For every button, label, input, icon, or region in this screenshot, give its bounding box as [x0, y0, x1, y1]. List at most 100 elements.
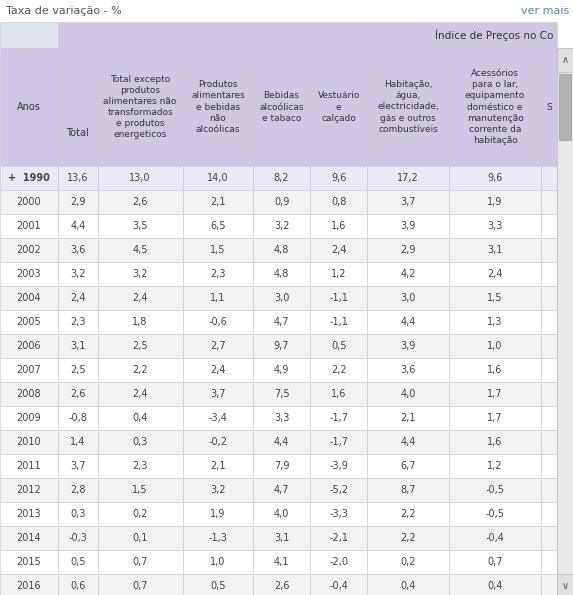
Text: -0,5: -0,5 — [485, 509, 505, 519]
Bar — [0, 22, 58, 48]
Bar — [0, 550, 58, 574]
Bar — [367, 478, 449, 502]
Text: 4,1: 4,1 — [274, 557, 289, 567]
Text: 3,9: 3,9 — [401, 341, 416, 351]
Bar — [58, 574, 97, 595]
Text: 2,4: 2,4 — [210, 365, 226, 375]
Text: 0,7: 0,7 — [132, 581, 148, 591]
Text: S: S — [546, 102, 552, 111]
Text: 0,7: 0,7 — [132, 557, 148, 567]
Text: 9,6: 9,6 — [488, 173, 503, 183]
Text: 4,7: 4,7 — [274, 317, 289, 327]
Bar — [449, 406, 541, 430]
Bar — [541, 406, 557, 430]
Bar — [0, 262, 58, 286]
Text: 1,6: 1,6 — [331, 221, 346, 231]
Text: 2011: 2011 — [17, 461, 41, 471]
Text: 3,1: 3,1 — [274, 533, 289, 543]
Text: 0,5: 0,5 — [331, 341, 347, 351]
Bar — [557, 574, 573, 595]
Text: Total excepto
produtos
alimentares não
transformados
e produtos
energeticos: Total excepto produtos alimentares não t… — [104, 75, 177, 139]
Bar — [183, 238, 253, 262]
Bar — [367, 382, 449, 406]
Bar — [449, 166, 541, 190]
Bar — [253, 430, 310, 454]
Bar — [449, 454, 541, 478]
Bar — [310, 406, 367, 430]
Text: 2,5: 2,5 — [70, 365, 85, 375]
Text: 3,9: 3,9 — [401, 221, 416, 231]
Text: 1,2: 1,2 — [487, 461, 503, 471]
Text: -5,2: -5,2 — [329, 485, 348, 495]
Bar — [541, 574, 557, 595]
Bar — [310, 334, 367, 358]
Text: 4,8: 4,8 — [274, 269, 289, 279]
Text: 0,4: 0,4 — [401, 581, 416, 591]
Bar — [183, 430, 253, 454]
Bar — [449, 238, 541, 262]
Text: 3,2: 3,2 — [132, 269, 148, 279]
Text: 1,5: 1,5 — [487, 293, 503, 303]
Bar — [58, 262, 97, 286]
Bar — [310, 382, 367, 406]
Text: 1,5: 1,5 — [132, 485, 148, 495]
Bar — [58, 478, 97, 502]
Bar — [58, 238, 97, 262]
Bar — [58, 550, 97, 574]
Text: 3,7: 3,7 — [401, 197, 416, 207]
Text: 13,6: 13,6 — [67, 173, 88, 183]
Bar — [541, 550, 557, 574]
Bar — [253, 190, 310, 214]
Bar — [0, 358, 58, 382]
Bar — [97, 406, 183, 430]
Text: 3,0: 3,0 — [274, 293, 289, 303]
Bar — [541, 48, 557, 166]
Bar — [253, 526, 310, 550]
Bar — [449, 334, 541, 358]
Bar — [253, 550, 310, 574]
Bar — [58, 22, 557, 48]
Text: 2008: 2008 — [17, 389, 41, 399]
Text: ∧: ∧ — [562, 55, 568, 65]
Bar — [449, 214, 541, 238]
Text: 2000: 2000 — [17, 197, 41, 207]
Text: -0,4: -0,4 — [486, 533, 504, 543]
Bar — [0, 454, 58, 478]
Text: 1,7: 1,7 — [487, 389, 503, 399]
Text: Acessórios
para o lar,
equipamento
doméstico e
manutenção
corrente da
habitação: Acessórios para o lar, equipamento domés… — [465, 69, 525, 145]
Bar — [183, 478, 253, 502]
Bar — [367, 262, 449, 286]
Text: +  1990: + 1990 — [8, 173, 50, 183]
Text: 2001: 2001 — [17, 221, 41, 231]
Text: 2,2: 2,2 — [331, 365, 347, 375]
Bar — [0, 526, 58, 550]
Bar — [0, 48, 58, 166]
Bar — [310, 48, 367, 166]
Bar — [310, 310, 367, 334]
Bar — [183, 382, 253, 406]
Text: 17,2: 17,2 — [397, 173, 419, 183]
Text: -0,6: -0,6 — [209, 317, 227, 327]
Bar — [449, 478, 541, 502]
Bar — [97, 334, 183, 358]
Text: 3,3: 3,3 — [488, 221, 503, 231]
Text: 1,0: 1,0 — [210, 557, 226, 567]
Text: 2,2: 2,2 — [401, 509, 416, 519]
Text: 1,0: 1,0 — [488, 341, 503, 351]
Text: 1,9: 1,9 — [210, 509, 226, 519]
Bar — [58, 430, 97, 454]
Text: 3,6: 3,6 — [70, 245, 85, 255]
Bar — [183, 286, 253, 310]
Bar — [58, 454, 97, 478]
Text: 2010: 2010 — [17, 437, 41, 447]
Text: -0,3: -0,3 — [68, 533, 87, 543]
Text: -1,7: -1,7 — [329, 437, 348, 447]
Text: 4,0: 4,0 — [401, 389, 416, 399]
Text: 7,5: 7,5 — [274, 389, 289, 399]
Bar — [58, 214, 97, 238]
Bar — [58, 286, 97, 310]
Bar — [183, 214, 253, 238]
Text: 2,8: 2,8 — [70, 485, 85, 495]
Text: 0,5: 0,5 — [210, 581, 226, 591]
Bar — [541, 310, 557, 334]
